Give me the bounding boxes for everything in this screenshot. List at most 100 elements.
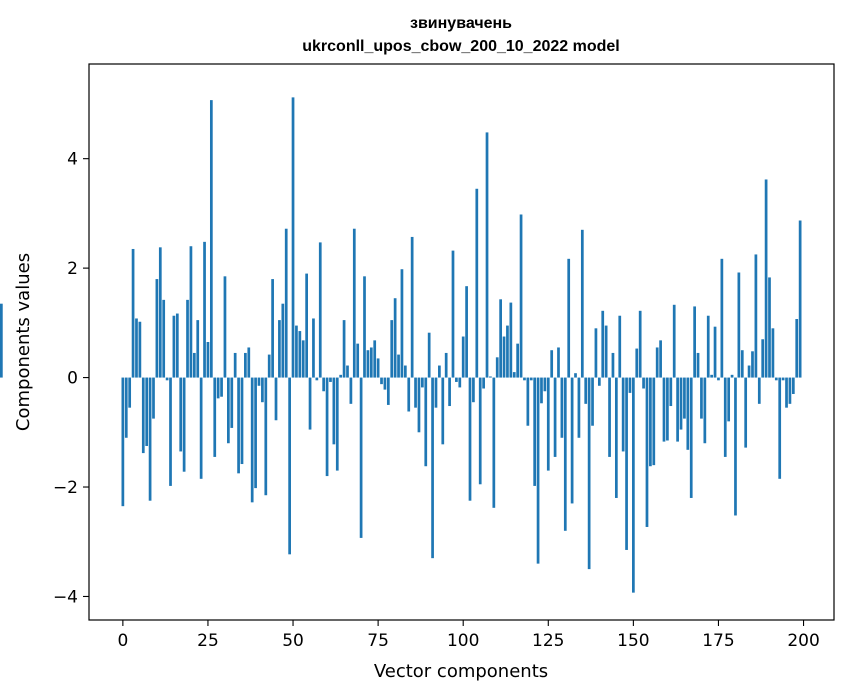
bar-component-157 xyxy=(655,347,659,378)
bar-component-7 xyxy=(145,377,149,446)
bar-component-115 xyxy=(512,372,516,378)
x-tick-label: 25 xyxy=(197,631,219,651)
plot-area-frame xyxy=(88,63,835,621)
bar-component-122 xyxy=(536,377,540,564)
bar-component-199 xyxy=(798,220,802,378)
bar-component-38 xyxy=(250,377,254,503)
bar-component-3 xyxy=(131,248,135,378)
bar-component-193 xyxy=(778,377,782,479)
bar-component-84 xyxy=(407,377,411,412)
bar-component-164 xyxy=(679,377,683,430)
bar-component-8 xyxy=(148,377,152,501)
bar-component-133 xyxy=(574,373,577,378)
bar-component-120 xyxy=(529,377,533,381)
bar-component-68 xyxy=(352,228,356,378)
bar-component-23 xyxy=(199,377,203,479)
bar-component-13 xyxy=(165,377,169,381)
bar-component-58 xyxy=(318,242,322,378)
bar-component-65 xyxy=(342,320,346,378)
bar-component-163 xyxy=(676,377,679,442)
bar-component-39 xyxy=(254,377,257,489)
bar-component-87 xyxy=(417,377,421,433)
bar-component-59 xyxy=(322,377,326,392)
bar-component-124 xyxy=(543,377,547,392)
bar-component-139 xyxy=(594,328,598,378)
bar-component-121 xyxy=(533,377,537,486)
bar-component-61 xyxy=(329,377,332,382)
y-tick-label: 4 xyxy=(67,150,78,170)
bar-component-136 xyxy=(584,377,588,404)
chart-title: звинувачень xyxy=(410,15,512,32)
bar-component-11 xyxy=(158,247,162,378)
bar-component-25 xyxy=(206,342,210,378)
bar-component-151 xyxy=(635,348,639,378)
bar-component-27 xyxy=(213,377,217,457)
y-axis-label: Components values xyxy=(13,253,34,431)
bar-component-166 xyxy=(686,377,690,450)
bar-component-21 xyxy=(192,352,196,378)
bar-component-197 xyxy=(791,377,795,394)
bar-component-195 xyxy=(785,377,788,408)
bar-component-146 xyxy=(618,315,622,378)
bar-component-183 xyxy=(744,377,748,448)
bar-component-116 xyxy=(516,343,520,378)
bar-component-70 xyxy=(359,377,363,538)
x-tick-label: 150 xyxy=(617,631,649,651)
bar-component-63 xyxy=(335,377,339,471)
bar-component-52 xyxy=(298,331,302,378)
bar-component-126 xyxy=(550,350,554,378)
bar-component-102 xyxy=(468,377,472,501)
bar-component-88 xyxy=(421,377,424,388)
bar-component-1 xyxy=(124,377,128,438)
bar-component-178 xyxy=(727,377,731,422)
bar-component-129 xyxy=(560,377,564,438)
bar-component-2 xyxy=(128,377,132,408)
bar-component-82 xyxy=(400,269,404,378)
bar-component-95 xyxy=(444,352,448,378)
bar-component-156 xyxy=(652,377,656,466)
bar-component-168 xyxy=(693,306,696,378)
bar-component-135 xyxy=(580,229,584,378)
bar-component-161 xyxy=(669,377,673,407)
bar-component-37 xyxy=(247,347,251,378)
bar-component-98 xyxy=(455,377,458,382)
bar-component-29 xyxy=(220,377,223,397)
y-axis-ticks: −4 −2 0 2 4 xyxy=(53,150,89,607)
bar-component-108 xyxy=(489,376,492,378)
x-tick-label: 175 xyxy=(702,631,734,651)
bar-component-89 xyxy=(424,377,428,467)
bar-component-127 xyxy=(553,377,557,457)
bar-component-79 xyxy=(390,320,394,378)
bar-component-112 xyxy=(502,336,506,378)
bar-component-31 xyxy=(227,377,230,444)
bar-component-143 xyxy=(608,377,611,457)
bar-component-77 xyxy=(383,377,387,390)
bar-component-101 xyxy=(465,286,468,378)
bar-component-14 xyxy=(169,377,172,486)
bar-component-74 xyxy=(373,340,377,378)
bar-component-176 xyxy=(720,258,724,378)
bar-component-69 xyxy=(356,343,360,378)
bar-component-155 xyxy=(649,377,652,467)
bar-component-56 xyxy=(312,318,315,378)
bar-component-33 xyxy=(233,352,237,378)
bar-component-174 xyxy=(713,326,717,378)
bar-component-32 xyxy=(230,377,234,428)
bar-component-17 xyxy=(179,377,183,452)
bar-component-185 xyxy=(751,351,754,378)
bar-component-109 xyxy=(492,377,496,508)
bar-component-152 xyxy=(638,310,642,378)
bar-component-51 xyxy=(295,325,298,378)
x-tick-label: 200 xyxy=(787,631,819,651)
bar-component-138 xyxy=(591,377,594,426)
bar-component-28 xyxy=(216,377,220,399)
bar-component-45 xyxy=(274,377,278,421)
x-tick-label: 50 xyxy=(282,631,304,651)
bar-component-67 xyxy=(349,377,353,404)
bar-component-175 xyxy=(717,377,720,381)
bar-component-47 xyxy=(281,303,285,378)
bar-component-72 xyxy=(366,350,370,378)
bar-component-184 xyxy=(747,365,751,378)
